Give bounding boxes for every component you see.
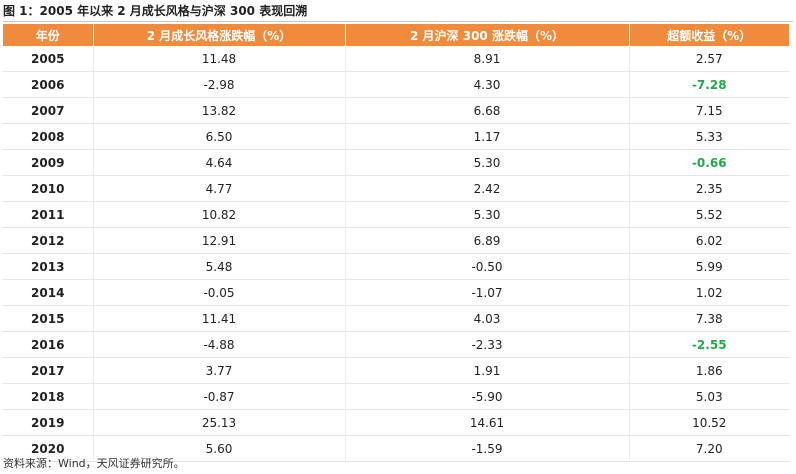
hs300-return-cell: 6.68 [345, 97, 630, 124]
table-row: 2011 10.82 5.30 5.52 [3, 201, 789, 228]
caption-divider [3, 21, 793, 22]
excess-return-cell: 6.02 [629, 227, 789, 254]
hs300-return-cell: 5.30 [345, 149, 630, 176]
table-row: 2018 -0.87 -5.90 5.03 [3, 383, 789, 410]
excess-return-cell: 5.52 [629, 201, 789, 228]
table-row: 2007 13.82 6.68 7.15 [3, 97, 789, 124]
year-cell: 2020 [3, 435, 94, 462]
year-cell: 2013 [3, 253, 94, 280]
header-hs300-return: 2 月沪深 300 涨跌幅（%） [345, 24, 630, 46]
table-row: 2014 -0.05 -1.07 1.02 [3, 279, 789, 306]
year-cell: 2008 [3, 123, 94, 150]
table-row: 2017 3.77 1.91 1.86 [3, 357, 789, 384]
hs300-return-cell: 6.89 [345, 227, 630, 254]
year-cell: 2018 [3, 383, 94, 410]
excess-return-cell: 2.57 [629, 46, 789, 72]
growth-return-cell: 12.91 [93, 227, 346, 254]
growth-return-cell: 4.77 [93, 175, 346, 202]
growth-return-cell: -0.87 [93, 383, 346, 410]
excess-return-cell: 7.20 [629, 435, 789, 462]
table-row: 2005 11.48 8.91 2.57 [3, 46, 789, 72]
table-row: 2015 11.41 4.03 7.38 [3, 305, 789, 332]
excess-return-cell: 1.02 [629, 279, 789, 306]
header-growth-return: 2 月成长风格涨跌幅（%） [93, 24, 346, 46]
growth-return-cell: 5.60 [93, 435, 346, 462]
year-cell: 2010 [3, 175, 94, 202]
header-excess-return: 超额收益（%） [629, 24, 789, 46]
excess-return-cell: 10.52 [629, 409, 789, 436]
year-cell: 2015 [3, 305, 94, 332]
hs300-return-cell: 1.17 [345, 123, 630, 150]
table-row: 2010 4.77 2.42 2.35 [3, 175, 789, 202]
growth-return-cell: 4.64 [93, 149, 346, 176]
year-cell: 2007 [3, 97, 94, 124]
table-header-row: 年份 2 月成长风格涨跌幅（%） 2 月沪深 300 涨跌幅（%） 超额收益（%… [3, 24, 789, 46]
growth-return-cell: 25.13 [93, 409, 346, 436]
growth-return-cell: 5.48 [93, 253, 346, 280]
hs300-return-cell: 1.91 [345, 357, 630, 384]
hs300-return-cell: 4.30 [345, 71, 630, 98]
growth-return-cell: -2.98 [93, 71, 346, 98]
hs300-return-cell: -0.50 [345, 253, 630, 280]
table-row: 2009 4.64 5.30 -0.66 [3, 149, 789, 176]
excess-return-cell: 5.99 [629, 253, 789, 280]
year-cell: 2005 [3, 46, 94, 72]
year-cell: 2006 [3, 71, 94, 98]
table-row: 2012 12.91 6.89 6.02 [3, 227, 789, 254]
excess-return-cell: 5.33 [629, 123, 789, 150]
excess-return-cell: -2.55 [629, 331, 789, 358]
hs300-return-cell: 2.42 [345, 175, 630, 202]
table-row: 2020 5.60 -1.59 7.20 [3, 435, 789, 462]
year-cell: 2017 [3, 357, 94, 384]
figure-caption: 图 1：2005 年以来 2 月成长风格与沪深 300 表现回溯 [3, 4, 308, 18]
year-cell: 2011 [3, 201, 94, 228]
year-cell: 2016 [3, 331, 94, 358]
table-row: 2013 5.48 -0.50 5.99 [3, 253, 789, 280]
growth-return-cell: 11.48 [93, 46, 346, 72]
growth-return-cell: 13.82 [93, 97, 346, 124]
growth-return-cell: 11.41 [93, 305, 346, 332]
hs300-return-cell: 4.03 [345, 305, 630, 332]
excess-return-cell: -7.28 [629, 71, 789, 98]
excess-return-cell: 7.15 [629, 97, 789, 124]
source-note: 资料来源：Wind，天风证券研究所。 [3, 457, 185, 470]
excess-return-cell: 5.03 [629, 383, 789, 410]
year-cell: 2019 [3, 409, 94, 436]
table-row: 2008 6.50 1.17 5.33 [3, 123, 789, 150]
table-row: 2019 25.13 14.61 10.52 [3, 409, 789, 436]
year-cell: 2014 [3, 279, 94, 306]
growth-return-cell: 3.77 [93, 357, 346, 384]
excess-return-cell: -0.66 [629, 149, 789, 176]
table-row: 2006 -2.98 4.30 -7.28 [3, 71, 789, 98]
hs300-return-cell: -5.90 [345, 383, 630, 410]
year-cell: 2012 [3, 227, 94, 254]
excess-return-cell: 7.38 [629, 305, 789, 332]
header-year: 年份 [3, 24, 94, 46]
growth-return-cell: 10.82 [93, 201, 346, 228]
year-cell: 2009 [3, 149, 94, 176]
hs300-return-cell: -1.59 [345, 435, 630, 462]
hs300-return-cell: 5.30 [345, 201, 630, 228]
excess-return-cell: 2.35 [629, 175, 789, 202]
returns-table: 年份 2 月成长风格涨跌幅（%） 2 月沪深 300 涨跌幅（%） 超额收益（%… [3, 24, 789, 462]
hs300-return-cell: 14.61 [345, 409, 630, 436]
growth-return-cell: -4.88 [93, 331, 346, 358]
table-row: 2016 -4.88 -2.33 -2.55 [3, 331, 789, 358]
hs300-return-cell: -1.07 [345, 279, 630, 306]
hs300-return-cell: 8.91 [345, 46, 630, 72]
hs300-return-cell: -2.33 [345, 331, 630, 358]
growth-return-cell: -0.05 [93, 279, 346, 306]
excess-return-cell: 1.86 [629, 357, 789, 384]
growth-return-cell: 6.50 [93, 123, 346, 150]
